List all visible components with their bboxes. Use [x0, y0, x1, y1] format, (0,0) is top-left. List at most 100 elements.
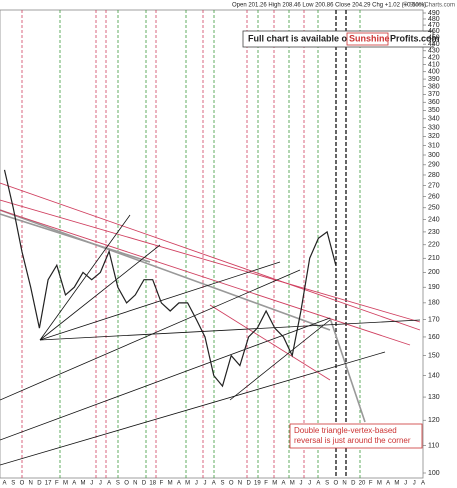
x-tick-label: 20	[359, 481, 366, 487]
y-tick-label: 310	[428, 142, 440, 149]
x-tick-label: M	[394, 481, 399, 487]
y-tick-label: 360	[428, 99, 440, 106]
y-tick-label: 160	[428, 334, 440, 341]
x-tick-label: S	[11, 481, 15, 487]
y-tick-label: 150	[428, 352, 440, 359]
x-tick-label: F	[369, 481, 373, 487]
x-tick-label: A	[316, 481, 320, 487]
x-tick-label: D	[142, 481, 147, 487]
banner-logo-2[interactable]: Profits.com	[390, 33, 440, 43]
x-tick-label: M	[290, 481, 295, 487]
x-tick-label: O	[229, 481, 234, 487]
x-tick-label: M	[80, 481, 85, 487]
y-tick-label: 200	[428, 269, 440, 276]
x-tick-label: J	[413, 481, 416, 487]
x-tick-label: 17	[45, 481, 52, 487]
y-tick-label: 480	[428, 16, 440, 23]
x-tick-label: J	[404, 481, 407, 487]
banner-logo[interactable]: Sunshine	[349, 33, 390, 43]
y-tick-label: 250	[428, 205, 440, 212]
y-tick-label: 120	[428, 417, 440, 424]
x-tick-label: J	[90, 481, 93, 487]
x-tick-label: D	[37, 481, 42, 487]
y-tick-label: 320	[428, 133, 440, 140]
x-tick-label: A	[177, 481, 181, 487]
x-tick-label: D	[351, 481, 356, 487]
x-tick-label: F	[264, 481, 268, 487]
y-tick-label: 100	[428, 470, 440, 477]
x-tick-label: A	[386, 481, 390, 487]
y-tick-label: 390	[428, 76, 440, 83]
x-tick-label: N	[133, 481, 137, 487]
y-tick-label: 380	[428, 83, 440, 90]
y-tick-label: 220	[428, 242, 440, 249]
y-tick-label: 190	[428, 284, 440, 291]
x-tick-label: N	[342, 481, 346, 487]
y-tick-label: 140	[428, 372, 440, 379]
x-tick-label: S	[325, 481, 329, 487]
source: © StockCharts.com	[403, 2, 455, 9]
x-tick-label: J	[299, 481, 302, 487]
x-tick-label: A	[421, 481, 425, 487]
x-tick-label: O	[20, 481, 25, 487]
x-tick-label: J	[308, 481, 311, 487]
banner-logo-box[interactable]	[346, 32, 389, 46]
y-tick-label: 110	[428, 442, 439, 449]
y-tick-label: 370	[428, 91, 440, 98]
y-tick-label: 410	[428, 61, 440, 68]
y-tick-label: 450	[428, 34, 440, 41]
x-tick-label: M	[377, 481, 382, 487]
annotation: Double triangle-vertex-based	[294, 426, 397, 435]
x-tick-label: 18	[149, 481, 156, 487]
x-tick-label: S	[116, 481, 120, 487]
y-tick-label: 130	[428, 394, 440, 401]
y-tick-label: 490	[428, 10, 440, 17]
y-tick-label: 440	[428, 41, 440, 48]
y-tick-label: 460	[428, 28, 440, 35]
x-tick-label: A	[72, 481, 76, 487]
y-tick-label: 290	[428, 162, 440, 169]
x-tick-label: J	[99, 481, 102, 487]
y-tick-label: 210	[428, 255, 440, 262]
x-tick-label: J	[195, 481, 198, 487]
x-tick-label: O	[124, 481, 129, 487]
x-tick-label: N	[28, 481, 32, 487]
y-tick-label: 270	[428, 182, 440, 189]
x-tick-label: A	[2, 481, 6, 487]
y-tick-label: 400	[428, 69, 440, 76]
y-tick-label: 430	[428, 48, 440, 55]
x-tick-label: A	[281, 481, 285, 487]
x-tick-label: D	[246, 481, 251, 487]
annotation-box	[289, 423, 423, 449]
x-tick-label: M	[63, 481, 68, 487]
x-tick-label: A	[107, 481, 111, 487]
plot-frame	[0, 9, 424, 479]
annotation: reversal is just around the corner	[294, 436, 411, 445]
y-tick-label: 300	[428, 152, 440, 159]
x-tick-label: M	[272, 481, 277, 487]
x-tick-label: M	[185, 481, 190, 487]
x-tick-label: F	[160, 481, 164, 487]
x-tick-label: O	[333, 481, 338, 487]
trend-lines	[0, 182, 421, 466]
y-tick-label: 170	[428, 316, 440, 323]
x-tick-label: S	[220, 481, 224, 487]
y-tick-label: 240	[428, 216, 440, 223]
y-tick-label: 260	[428, 193, 440, 200]
y-tick-label: 340	[428, 116, 440, 123]
y-tick-label: 420	[428, 54, 440, 61]
x-tick-label: 19	[254, 481, 261, 487]
x-tick-label: A	[212, 481, 216, 487]
banner-text: Full chart is available on	[248, 33, 353, 43]
y-tick-label: 180	[428, 300, 440, 307]
y-tick-label: 470	[428, 22, 440, 29]
x-tick-label: N	[238, 481, 242, 487]
y-tick-label: 230	[428, 229, 440, 236]
x-tick-label: F	[55, 481, 59, 487]
price-line	[3, 169, 337, 388]
x-tick-label: M	[168, 481, 173, 487]
cycle-lines	[21, 10, 361, 478]
x-tick-label: J	[204, 481, 207, 487]
y-tick-label: 350	[428, 107, 440, 114]
